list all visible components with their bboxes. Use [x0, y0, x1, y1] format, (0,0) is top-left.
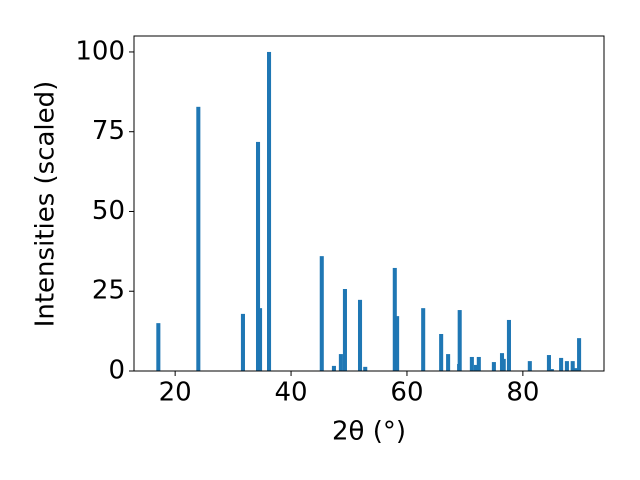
bar [255, 141, 261, 371]
x-tick-label: 80 [506, 378, 539, 408]
bar [258, 308, 263, 371]
bar [331, 365, 336, 371]
bar [527, 361, 532, 371]
bar [577, 338, 582, 371]
bar [549, 369, 554, 371]
bar [196, 106, 201, 371]
bar [546, 355, 551, 371]
bar [573, 368, 578, 371]
bar [392, 267, 397, 371]
x-tick-label: 60 [390, 378, 423, 408]
bar [501, 358, 506, 371]
bar [319, 256, 324, 371]
bar [457, 310, 462, 371]
bar [473, 364, 478, 371]
x-tick-label: 40 [275, 378, 308, 408]
bar [342, 289, 347, 371]
bar [476, 356, 481, 371]
bar [469, 356, 474, 371]
bar [240, 313, 245, 371]
bar [421, 308, 426, 371]
bar [570, 361, 575, 371]
y-axis-label: Intensities (scaled) [31, 81, 61, 328]
bar [357, 299, 363, 371]
bar [338, 354, 343, 371]
bar [267, 51, 272, 371]
bar [439, 333, 444, 371]
x-axis-label: 2θ (°) [332, 417, 406, 447]
bar [506, 319, 511, 371]
bar [363, 366, 368, 371]
bar [156, 323, 161, 371]
y-tick-label: 100 [75, 36, 125, 66]
bar [446, 354, 451, 371]
bar [491, 362, 496, 371]
y-tick-label: 0 [108, 356, 125, 386]
x-tick-label: 20 [159, 378, 192, 408]
bar [559, 357, 564, 371]
y-tick-label: 75 [92, 116, 125, 146]
y-tick-label: 50 [92, 196, 125, 226]
plot-frame [133, 35, 605, 372]
y-tick-label: 25 [92, 276, 125, 306]
bar [395, 316, 400, 371]
bar [564, 361, 569, 371]
